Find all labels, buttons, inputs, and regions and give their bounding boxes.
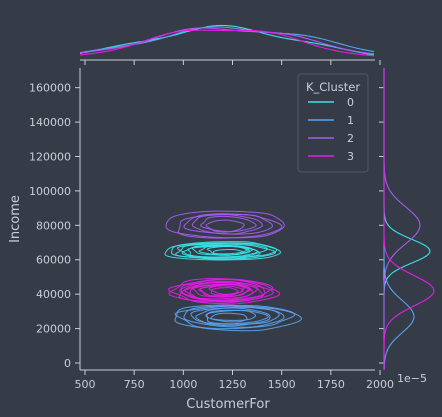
x-axis-label: CustomerFor [186, 397, 270, 412]
legend: K_Cluster 0 1 2 3 [297, 73, 369, 173]
x-tick-label: 1250 [219, 378, 247, 391]
y-tick-label: 20000 [36, 323, 71, 336]
contour-cluster-0 [170, 241, 278, 259]
x-tick-label: 1750 [317, 378, 345, 391]
right-density-cluster-3 [383, 68, 435, 370]
contour-cluster-1 [190, 306, 280, 325]
contour-cluster-3 [189, 284, 254, 300]
contour-cluster-0 [176, 242, 268, 258]
contour-cluster-1 [174, 304, 302, 332]
contour-cluster-1 [183, 305, 285, 328]
top-density-cluster-0 [79, 24, 375, 56]
contour-cluster-2 [165, 210, 285, 239]
right-marginal: 1e−5 [379, 68, 435, 385]
y-tick-label: 120000 [29, 150, 71, 163]
x-tick-label: 750 [124, 378, 145, 391]
contour-cluster-2 [205, 219, 245, 233]
x-tick-label: 1500 [268, 378, 296, 391]
contour-cluster-2 [177, 214, 283, 239]
top-density-cluster-3 [79, 29, 375, 57]
legend-entry-label: 2 [347, 132, 354, 145]
contour-cluster-2 [200, 215, 257, 233]
y-tick-label: 0 [64, 357, 71, 370]
legend-entry-label: 0 [347, 96, 354, 109]
y-axis-label: Income [8, 195, 23, 243]
x-tick-label: 2000 [366, 378, 394, 391]
y-tick-label: 40000 [36, 288, 71, 301]
y-tick-label: 140000 [29, 116, 71, 129]
contour-cluster-1 [174, 305, 296, 330]
legend-box [297, 73, 369, 173]
contour-cluster-3 [168, 278, 281, 305]
right-density-cluster-0 [383, 68, 431, 370]
contour-cluster-3 [199, 285, 244, 297]
y-tick-label: 100000 [29, 185, 71, 198]
right-density-cluster-2 [383, 68, 421, 370]
marginal-offset-label: 1e−5 [397, 372, 427, 385]
contour-cluster-1 [205, 309, 269, 325]
contour-cluster-3 [167, 278, 274, 304]
legend-entry-label: 1 [347, 114, 354, 127]
x-tick-label: 500 [75, 378, 96, 391]
contour-cluster-2 [191, 213, 263, 235]
top-marginal [79, 24, 381, 65]
contour-cluster-0 [175, 243, 277, 260]
legend-entry-label: 3 [347, 150, 354, 163]
contour-cluster-1 [210, 312, 248, 323]
main-plot: 500 750 1000 1250 1500 1750 2000 0 20000 40000 60… [8, 68, 394, 412]
contour-cluster-0 [164, 242, 282, 261]
y-tick-label: 60000 [36, 254, 71, 267]
top-density-cluster-2 [79, 27, 375, 55]
contour-cluster-0 [191, 245, 254, 256]
x-tick-label: 1000 [169, 378, 197, 391]
contour-cluster-3 [191, 283, 252, 298]
y-tick-label: 160000 [29, 82, 71, 95]
y-tick-label: 80000 [36, 219, 71, 232]
contour-cluster-3 [183, 281, 258, 301]
legend-title: K_Cluster [306, 80, 360, 94]
